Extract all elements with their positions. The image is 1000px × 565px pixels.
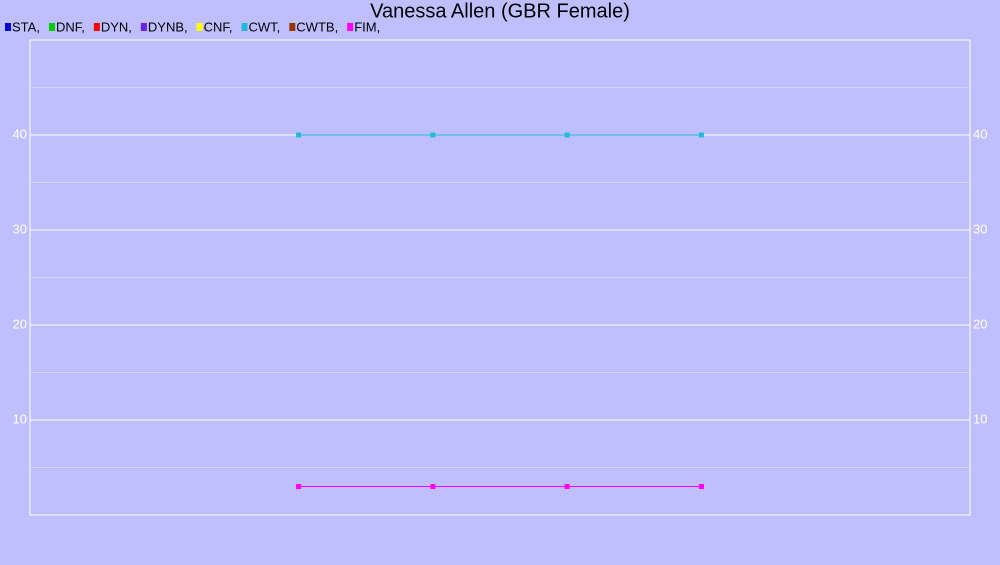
legend-label: CWTB, <box>296 19 338 34</box>
chart-title: Vanessa Allen (GBR Female) <box>370 0 630 22</box>
y2-tick-label: 40 <box>973 126 987 141</box>
legend-swatch <box>5 23 11 31</box>
data-point <box>564 484 570 489</box>
legend-swatch <box>347 23 354 31</box>
legend-label: CWT, <box>249 19 281 34</box>
legend-label: DYN, <box>101 19 132 34</box>
legend-label: FIM, <box>354 19 380 34</box>
legend-swatch <box>196 23 203 31</box>
legend-swatch <box>93 23 100 31</box>
data-point <box>430 484 436 489</box>
data-point <box>564 132 570 138</box>
legend-label: DNF, <box>56 19 85 34</box>
y2-tick-label: 20 <box>973 316 987 331</box>
data-point <box>698 132 704 138</box>
data-point <box>296 132 302 138</box>
data-point <box>430 132 436 138</box>
data-point <box>296 484 302 489</box>
y-tick-label: 20 <box>13 316 27 331</box>
y2-tick-label: 30 <box>973 221 987 236</box>
y-tick-label: 10 <box>13 411 27 426</box>
legend-label: DYNB, <box>148 19 188 34</box>
y-tick-label: 40 <box>13 126 27 141</box>
data-point <box>698 484 704 489</box>
legend-swatch <box>289 23 296 31</box>
legend-label: CNF, <box>204 19 233 34</box>
legend-swatch <box>241 23 248 31</box>
y-tick-label: 30 <box>13 221 27 236</box>
legend-swatch <box>48 23 55 31</box>
legend-label: STA, <box>12 19 40 34</box>
legend-swatch <box>140 23 147 31</box>
y2-tick-label: 10 <box>973 411 987 426</box>
